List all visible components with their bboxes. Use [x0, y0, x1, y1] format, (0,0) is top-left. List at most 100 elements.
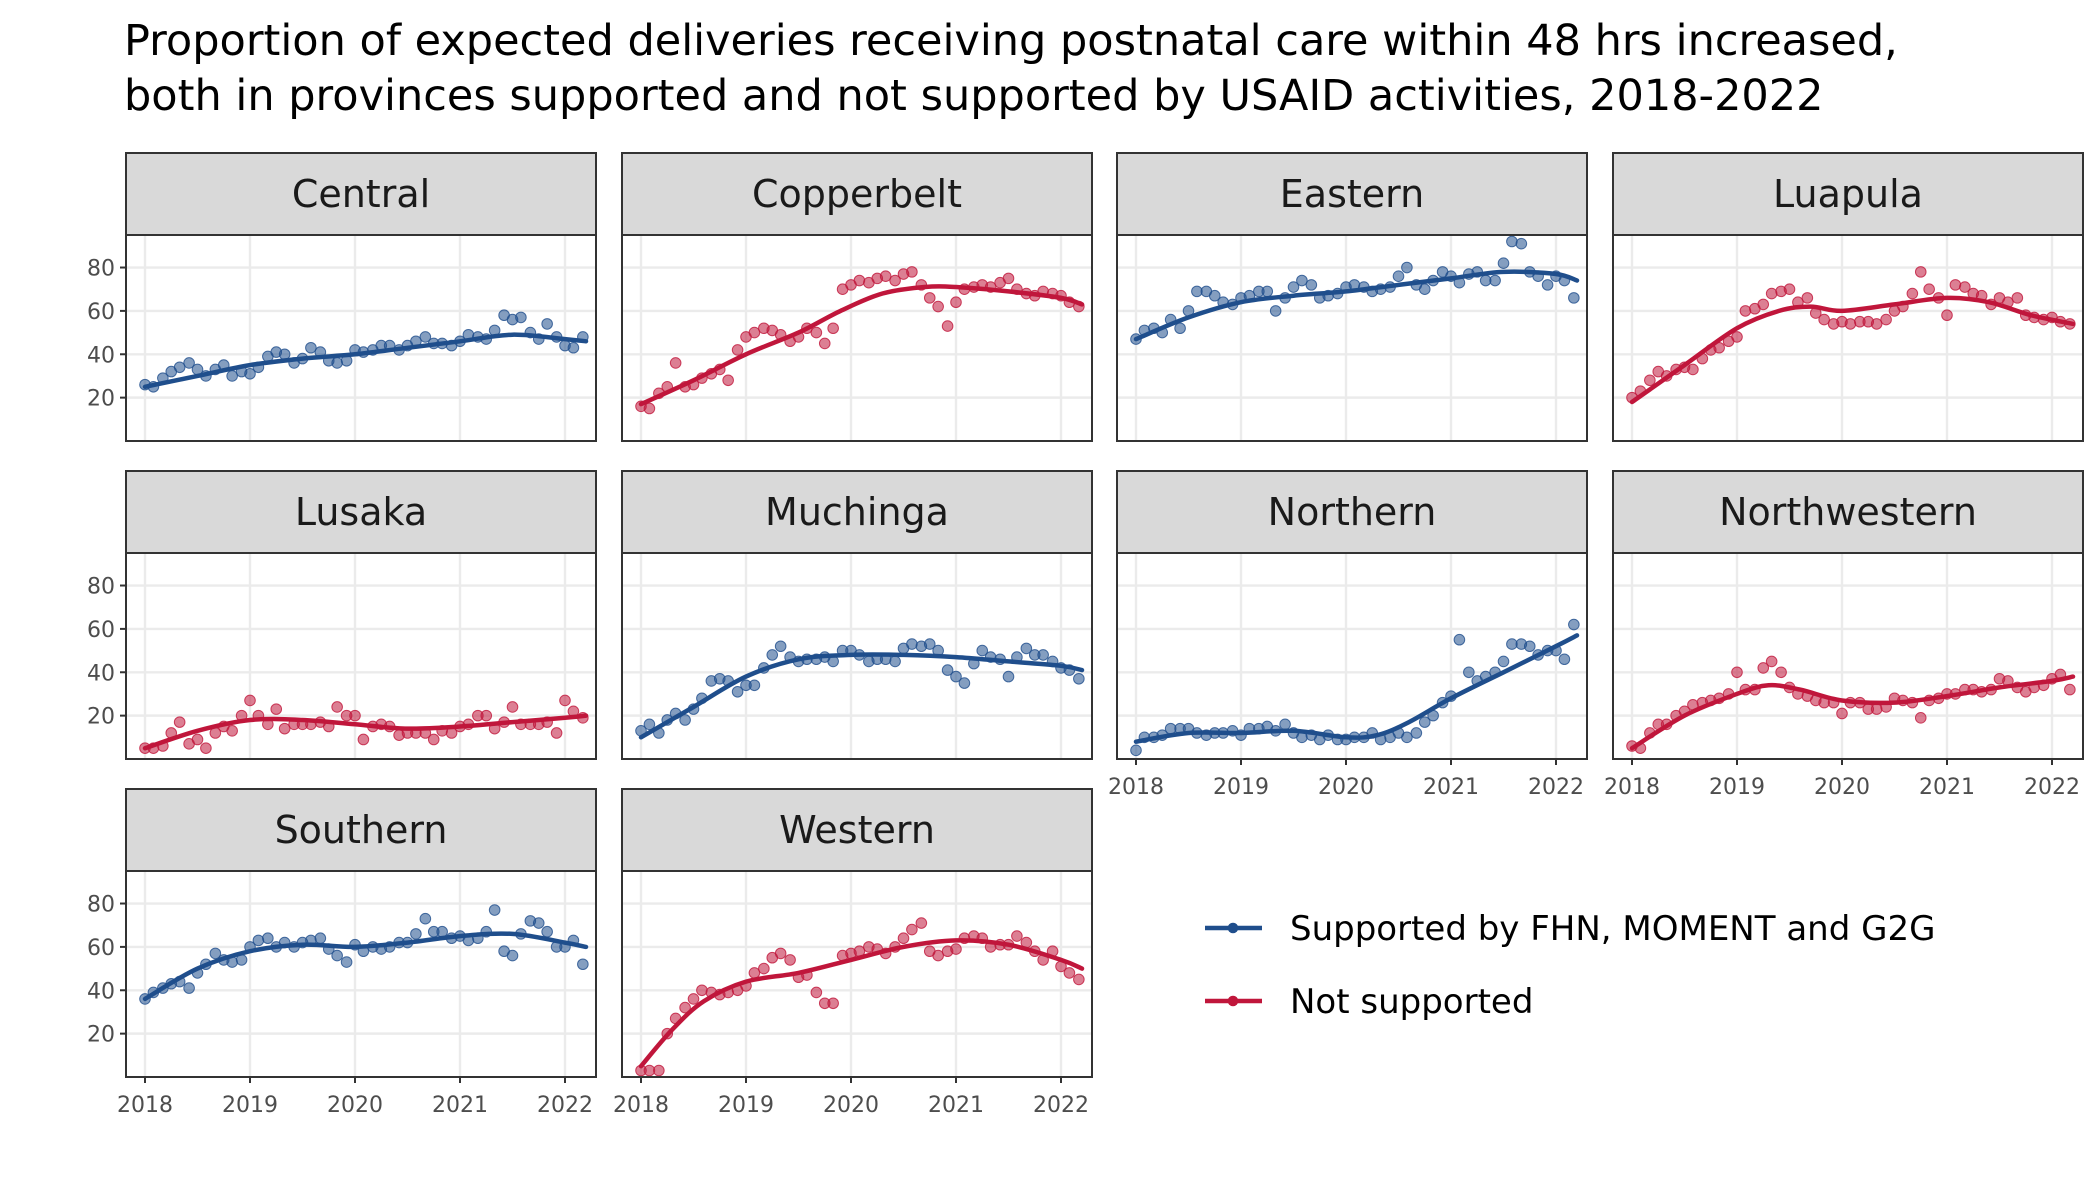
x-tick-label: 2019: [718, 1093, 774, 1118]
trend-line-lusaka: [142, 713, 589, 751]
x-tick-label: 2022: [2024, 775, 2080, 800]
data-point: [1914, 266, 1927, 278]
data-point: [1914, 712, 1927, 724]
data-point: [679, 1001, 691, 1014]
x-tick-label: 2022: [1033, 1093, 1089, 1118]
data-point: [958, 677, 971, 689]
strip-label-northern: Northern: [1268, 490, 1437, 534]
data-point: [1392, 270, 1405, 283]
legend-point-not-supported: [1227, 995, 1239, 1007]
data-point: [1037, 649, 1049, 661]
data-point: [941, 664, 954, 676]
panel-background: [622, 235, 1092, 441]
data-point: [559, 694, 571, 707]
strip-label-western: Western: [779, 808, 935, 852]
data-point: [2011, 292, 2024, 304]
data-point: [1880, 313, 1892, 326]
data-point: [889, 655, 901, 668]
data-point: [541, 925, 553, 938]
data-point: [950, 296, 962, 309]
data-point: [1269, 305, 1282, 317]
data-point: [1757, 662, 1770, 674]
data-point: [1073, 973, 1085, 986]
data-point: [731, 685, 744, 698]
panel-border: [621, 870, 1093, 1078]
data-point: [1906, 287, 1919, 300]
data-point: [1523, 640, 1536, 653]
data-point: [340, 956, 353, 968]
strip-label-northwestern: Northwestern: [1719, 490, 1977, 534]
data-point: [1765, 655, 1778, 668]
panel-border: [1612, 234, 2084, 442]
panel-border: [621, 552, 1093, 760]
panel-border: [125, 870, 597, 1078]
panel-border: [1116, 234, 1588, 442]
x-tick-label: 2022: [537, 1093, 593, 1118]
data-point: [567, 341, 580, 354]
data-point: [1020, 642, 1033, 655]
strip-lusaka: [125, 470, 597, 554]
panel-background: [1117, 553, 1587, 759]
strip-luapula: [1612, 152, 2084, 236]
strip-label-southern: Southern: [275, 808, 448, 852]
x-tick-label: 2021: [1919, 775, 1975, 800]
data-point: [270, 703, 283, 715]
strip-northwestern: [1612, 470, 2084, 554]
strip-eastern: [1116, 152, 1588, 236]
data-point: [1418, 716, 1431, 728]
data-point: [331, 701, 343, 713]
panel-background: [126, 553, 596, 759]
panel-western: Western 2018 2019 2020 2021 2022: [613, 788, 1093, 1118]
panel-background: [1613, 553, 2083, 759]
data-point: [1063, 967, 1076, 979]
panel-luapula: Luapula: [1612, 152, 2084, 442]
strip-label-copperbelt: Copperbelt: [752, 172, 962, 216]
trend-line-northwestern: [1629, 674, 2076, 751]
strip-muchinga: [621, 470, 1093, 554]
legend: Supported by FHN, MOMENT and G2G Not supp…: [1205, 909, 1935, 1022]
panel-border: [1116, 552, 1588, 760]
data-point: [941, 320, 954, 332]
data-point: [1463, 666, 1475, 679]
data-point: [653, 1064, 665, 1077]
panel-background: [622, 871, 1092, 1077]
data-point: [244, 694, 256, 707]
data-point: [488, 904, 501, 916]
data-point: [1775, 666, 1787, 679]
data-point: [1844, 318, 1857, 330]
data-point: [1783, 283, 1796, 296]
data-point: [950, 943, 962, 955]
data-point: [1836, 707, 1848, 720]
data-point: [1296, 274, 1308, 287]
data-point: [1506, 235, 1518, 248]
data-point: [1644, 374, 1656, 387]
data-point: [1818, 313, 1830, 326]
strip-label-central: Central: [292, 172, 430, 216]
data-point: [1287, 281, 1300, 293]
data-point: [173, 716, 186, 728]
data-point: [1497, 655, 1510, 668]
data-point: [191, 733, 204, 746]
strip-label-lusaka: Lusaka: [295, 490, 427, 534]
data-point: [1801, 292, 1814, 304]
data-point: [1002, 670, 1015, 683]
data-point: [1011, 930, 1023, 942]
data-point: [1208, 289, 1221, 302]
x-tick-label: 2020: [327, 1093, 383, 1118]
data-point: [262, 932, 274, 945]
data-point: [2064, 683, 2076, 696]
panel-lusaka: Lusaka 20 40 60 80: [87, 470, 597, 760]
data-point: [810, 326, 823, 339]
chart-title-line-2: both in provinces supported and not supp…: [124, 71, 1824, 121]
data-point: [278, 722, 291, 735]
data-point: [818, 337, 831, 350]
y-tick-label: 20: [87, 705, 115, 730]
y-tick-label: 80: [87, 257, 115, 282]
data-point: [331, 949, 343, 962]
data-point: [183, 982, 195, 994]
data-point: [784, 954, 796, 966]
strip-label-muchinga: Muchinga: [765, 490, 949, 534]
data-point: [427, 733, 440, 746]
data-point: [1401, 731, 1413, 744]
data-point: [774, 640, 787, 653]
